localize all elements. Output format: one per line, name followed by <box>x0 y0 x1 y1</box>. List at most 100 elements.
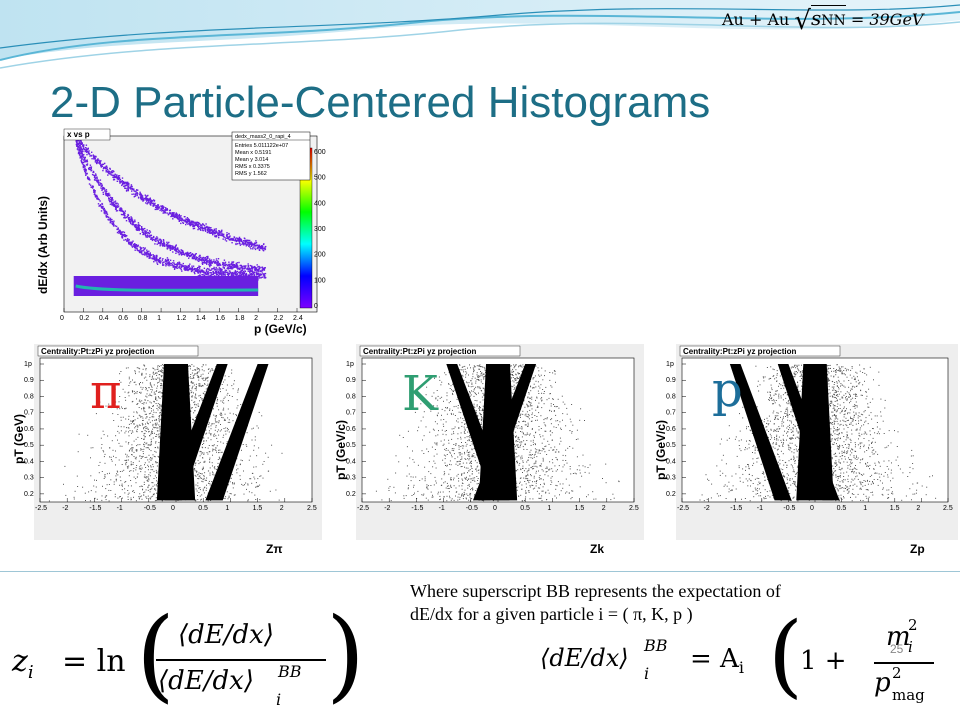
stats-entries: Entries 5.011122e+07 <box>235 143 288 149</box>
x-tick-label: 2.4 <box>293 315 303 322</box>
proj-x-tick-label: 2 <box>280 505 284 512</box>
top-plot-ylabel: dE/dx (Arb Units) <box>36 196 50 294</box>
proj-y-tick-label: 0.3 <box>666 475 676 482</box>
stats-mean-x: Mean x 0.5191 <box>235 150 271 156</box>
proj-x-ticks: -2.5 -2 -1.5 -1 -0.5 0 0.5 1 1.5 2 2.5 <box>677 498 953 512</box>
kaon-projection-plot: -2.5 -2 -1.5 -1 -0.5 0 0.5 1 1.5 2 2.5 1 0.9 0.8 0.7 0.… <box>332 344 644 570</box>
proj-x-tick-label: -0.5 <box>466 505 478 512</box>
proj-x-tick-label: 2.5 <box>943 505 953 512</box>
proj-y-tick-label: 0.7 <box>24 410 34 417</box>
x-tick-label: 0.2 <box>79 315 89 322</box>
proj-y-ticks: 1 0.9 0.8 0.7 0.6 0.5 0.4 0.3 0.2 <box>346 361 366 498</box>
colorbar-tick-label: 200 <box>314 252 326 259</box>
proj-title: Centrality:Pt:zPi yz projection <box>363 347 476 356</box>
proj-y-tick-label: 0.2 <box>666 491 676 498</box>
proj-y-tick-label: 0.6 <box>346 426 356 433</box>
proj-x-tick-label: 1 <box>225 505 229 512</box>
bb-explanation-note: Where superscript BB represents the expe… <box>410 580 955 626</box>
proj-x-tick-label: 1 <box>863 505 867 512</box>
proj-y-ticks: 1 0.9 0.8 0.7 0.6 0.5 0.4 0.3 0.2 <box>666 361 686 498</box>
proj-y-ticks: 1 0.9 0.8 0.7 0.6 0.5 0.4 0.3 0.2 <box>24 361 44 498</box>
kaon-projection-svg: -2.5 -2 -1.5 -1 -0.5 0 0.5 1 1.5 2 2.5 1 0.9 0.8 0.7 0.… <box>332 344 644 570</box>
proj-x-tick-label: -1 <box>439 505 445 512</box>
eq-right-den: p 2 mag <box>874 664 925 704</box>
particle-label-pi: π <box>90 364 122 420</box>
eq-left-den: ⟨dE/dx⟩ BB i <box>158 662 302 709</box>
proj-y-tick-label: 0.6 <box>666 426 676 433</box>
x-tick-label: 2.2 <box>274 315 284 322</box>
proj-x-tick-label: 2.5 <box>307 505 317 512</box>
formula-rhs: = 39GeV <box>850 10 924 29</box>
proj-x-ticks: -2.5 -2 -1.5 -1 -0.5 0 0.5 1 1.5 2 2.5 <box>35 498 317 512</box>
pion-xlabel: Zπ <box>266 542 283 556</box>
pion-projection-plot: -2.5 -2 -1.5 -1 -0.5 0 0.5 1 1.5 2 2.5 1 0.9 0.8 0.7 0.… <box>10 344 322 570</box>
proj-y-tick-label: 0.3 <box>24 475 34 482</box>
formula-sqrt-arg: sNN <box>810 5 846 30</box>
note-line-1: Where superscript BB represents the expe… <box>410 581 781 601</box>
proj-x-tick-label: -2 <box>62 505 68 512</box>
eq-right-one: 1 + <box>800 646 847 676</box>
formula-lhs: Au + Au <box>722 10 790 29</box>
proj-y-tick-label: 0.9 <box>666 377 676 384</box>
stats-rms-y: RMS y 1.562 <box>235 171 267 177</box>
proj-y-tick-label: 0.8 <box>24 393 34 400</box>
proj-y-tick-label: 0.9 <box>346 377 356 384</box>
proj-x-ticks: -2.5 -2 -1.5 -1 -0.5 0 0.5 1 1.5 2 2.5 <box>357 498 639 512</box>
proj-y-tick-label: 0.4 <box>666 458 676 465</box>
proj-x-tick-label: 0.5 <box>520 505 530 512</box>
kaon-ylabel: pT (GeV/c) <box>334 419 348 480</box>
x-tick-label: 0.4 <box>99 315 109 322</box>
proj-x-tick-label: -1.5 <box>730 505 742 512</box>
proj-yaxis-letter: p <box>350 361 354 368</box>
proj-y-tick-label: 0.9 <box>24 377 34 384</box>
proj-x-tick-label: 2 <box>916 505 920 512</box>
proton-ylabel: pT (GeV/c) <box>654 419 668 480</box>
proj-y-tick-label: 0.5 <box>346 442 356 449</box>
eq-left-fraction-bar <box>156 659 326 661</box>
proj-x-tick-label: 2.5 <box>629 505 639 512</box>
proj-x-tick-label: -2.5 <box>35 505 47 512</box>
proj-y-tick-label: 0.4 <box>346 458 356 465</box>
header-formula: Au + Au √sNN = 39GeV <box>722 5 924 36</box>
proj-x-tick-label: -2 <box>384 505 390 512</box>
eq-left-paren-open: ( <box>136 596 176 713</box>
eq-right-lhs: ⟨dE/dx⟩ BB i <box>540 636 668 683</box>
proj-x-tick-label: -2 <box>704 505 710 512</box>
proj-x-tick-label: 1.5 <box>890 505 900 512</box>
x-tick-label: 0.8 <box>138 315 148 322</box>
proj-x-tick-label: -2.5 <box>677 505 689 512</box>
x-tick-label: 1 <box>157 315 161 322</box>
proj-x-tick-label: -1.5 <box>411 505 423 512</box>
particle-label-p: p <box>712 362 743 418</box>
proj-x-tick-label: -0.5 <box>783 505 795 512</box>
colorbar-tick-label: 100 <box>314 277 326 284</box>
proj-x-tick-label: 0 <box>810 505 814 512</box>
colorbar-tick-label: 400 <box>314 200 326 207</box>
pion-ylabel: pT (GeV) <box>12 414 26 464</box>
proj-y-tick-label: 0.2 <box>24 491 34 498</box>
equation-zi: zi = ln ( ⟨dE/dx⟩ ⟨dE/dx⟩ BB i ) <box>12 600 365 716</box>
proj-yaxis-letter: p <box>670 361 674 368</box>
proj-y-tick-label: 0.4 <box>24 458 34 465</box>
proj-y-tick-label: 0.2 <box>346 491 356 498</box>
eq-left-fn: = ln <box>62 644 126 679</box>
projection-scatter <box>699 364 937 502</box>
x-tick-label: 1.8 <box>235 315 245 322</box>
x-tick-label: 1.4 <box>196 315 206 322</box>
x-ticks: 0 0.2 0.4 0.6 0.8 1 1.2 1.4 1.6 1.8 2 2.2 2.4 <box>60 308 303 322</box>
proj-yaxis-letter: p <box>28 361 32 368</box>
kaon-xlabel: Zk <box>590 542 605 556</box>
stats-name: dedx_mass2_0_rapi_4 <box>235 134 291 140</box>
top-plot-xlabel: p (GeV/c) <box>254 322 307 336</box>
sqrt-symbol: √ <box>794 6 811 36</box>
colorbar-tick-label: 500 <box>314 175 326 182</box>
stats-mean-y: Mean y 3.014 <box>235 157 268 163</box>
dedx-plot-svg: 0 0.2 0.4 0.6 0.8 1 1.2 1.4 1.6 1.8 2 2.2 2.4 600 500… <box>22 126 332 344</box>
proj-x-tick-label: -1.5 <box>89 505 101 512</box>
page-number: 25 <box>890 642 904 656</box>
proj-x-tick-label: 1.5 <box>253 505 263 512</box>
proj-y-tick-label: 1 <box>24 361 28 368</box>
x-tick-label: 1.2 <box>177 315 187 322</box>
